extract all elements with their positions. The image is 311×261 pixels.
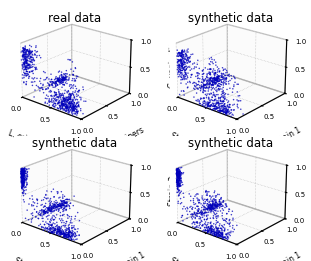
Title: synthetic data: synthetic data <box>188 137 273 150</box>
Y-axis label: L. iners: L. iners <box>117 126 146 147</box>
Y-axis label: Strain 1: Strain 1 <box>272 250 302 261</box>
X-axis label: L. crispatus: L. crispatus <box>7 128 52 152</box>
Title: real data: real data <box>48 12 101 25</box>
X-axis label: Strain 2: Strain 2 <box>14 256 45 261</box>
Y-axis label: Strain 1: Strain 1 <box>272 125 302 147</box>
X-axis label: Strain 2: Strain 2 <box>169 256 201 261</box>
Title: synthetic data: synthetic data <box>188 12 273 25</box>
X-axis label: Strain 2: Strain 2 <box>169 131 201 150</box>
Title: synthetic data: synthetic data <box>32 137 117 150</box>
Y-axis label: Strain 1: Strain 1 <box>116 250 147 261</box>
